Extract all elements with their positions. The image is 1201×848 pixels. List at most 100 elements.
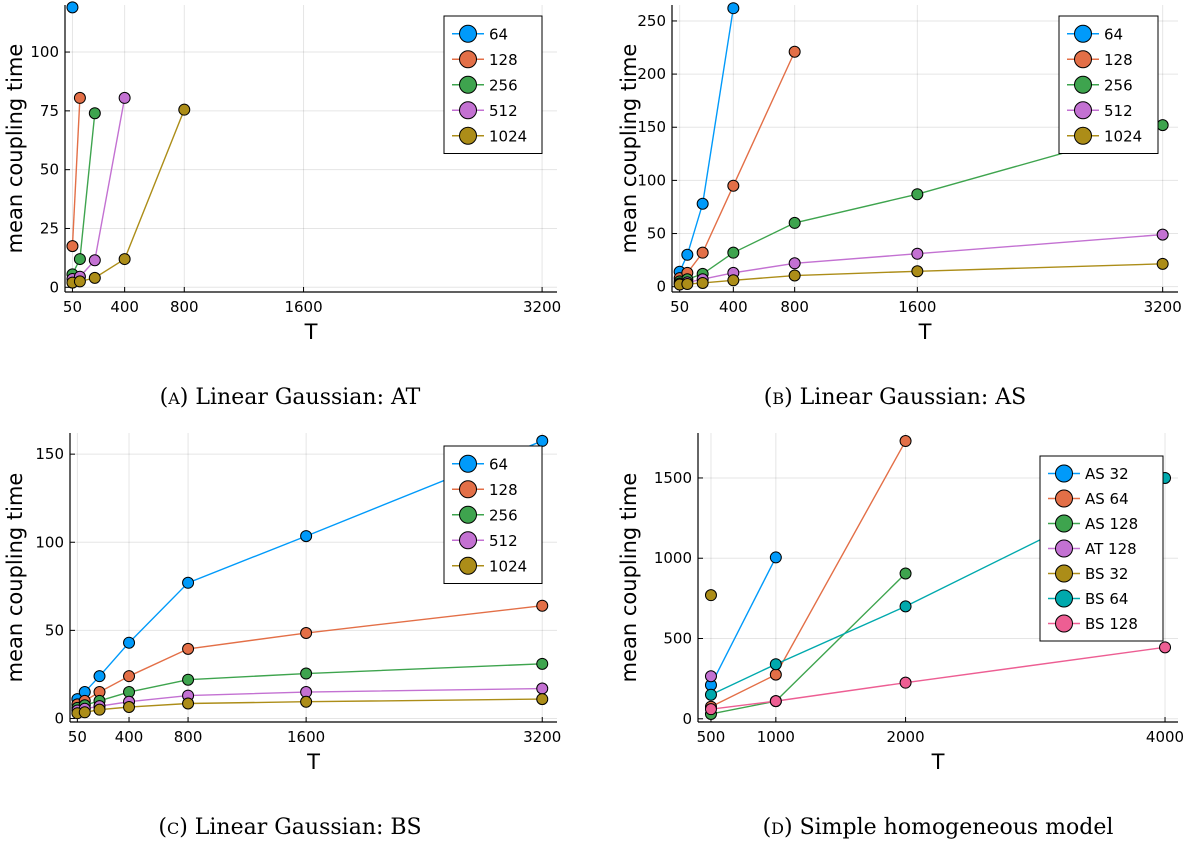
x-tick-label: 3200 — [523, 298, 561, 316]
data-point — [123, 670, 136, 683]
legend-marker — [1055, 589, 1073, 608]
data-point — [88, 271, 101, 284]
y-tick-label: 0 — [54, 709, 64, 727]
legend-marker — [1055, 614, 1073, 633]
legend-marker — [459, 24, 477, 43]
series-512 — [673, 228, 1169, 290]
y-tick-label: 25 — [40, 219, 59, 237]
x-tick-label: 1600 — [284, 298, 322, 316]
series-1024 — [66, 103, 191, 289]
legend-label: 512 — [489, 532, 518, 550]
data-point — [704, 688, 717, 701]
x-tick-label: 50 — [63, 298, 82, 316]
legend-marker — [459, 480, 477, 499]
legend-label: 1024 — [489, 557, 527, 575]
legend-label: BS 32 — [1085, 565, 1128, 583]
data-point — [769, 551, 782, 564]
series-1024 — [71, 693, 549, 720]
y-tick-label: 0 — [49, 278, 59, 296]
legend-label: BS 64 — [1085, 590, 1128, 608]
series-line — [679, 233, 1163, 285]
x-tick-label: 50 — [68, 728, 87, 746]
legend-marker — [459, 101, 477, 120]
data-point — [727, 179, 740, 192]
y-tick-label: 50 — [647, 225, 666, 243]
series-64 — [66, 1, 79, 14]
y-tick-label: 100 — [30, 43, 59, 61]
legend: 64 128 256 512 1024 — [443, 445, 543, 584]
data-point — [911, 265, 924, 278]
x-tick-label: 3200 — [523, 728, 561, 746]
legend-label: AS 64 — [1085, 490, 1129, 508]
data-point — [300, 667, 313, 680]
series-1024 — [673, 257, 1169, 291]
caption-paren-open: ( — [160, 385, 169, 410]
data-point — [899, 676, 912, 689]
data-point — [182, 576, 195, 589]
x-tick-label: 400 — [110, 298, 139, 316]
data-point — [66, 1, 79, 14]
caption: (C) Linear Gaussian: BS — [158, 815, 421, 840]
series-line — [710, 440, 907, 708]
data-point — [899, 600, 912, 613]
data-point — [788, 269, 801, 282]
legend-marker — [1055, 464, 1073, 483]
data-point — [73, 91, 86, 104]
data-point — [681, 278, 694, 291]
data-point — [769, 695, 782, 708]
data-point — [899, 435, 912, 448]
data-point — [178, 103, 191, 116]
x-tick-label: 400 — [719, 298, 748, 316]
data-point — [300, 530, 313, 543]
x-tick-label: 50 — [670, 298, 689, 316]
legend-label: AS 128 — [1085, 515, 1138, 533]
legend-marker — [1074, 75, 1092, 94]
legend-label: 256 — [489, 76, 518, 94]
data-point — [911, 188, 924, 201]
legend-label: 128 — [489, 481, 518, 499]
y-axis-label: mean coupling time — [617, 473, 641, 683]
data-point — [704, 703, 717, 716]
data-point — [727, 274, 740, 287]
y-tick-label: 1500 — [654, 469, 692, 487]
x-tick-label: 800 — [174, 728, 203, 746]
x-tick-label: 800 — [780, 298, 809, 316]
data-point — [123, 701, 136, 714]
y-tick-label: 250 — [637, 12, 666, 30]
data-point — [536, 682, 549, 695]
legend-marker — [459, 505, 477, 524]
data-point — [696, 246, 709, 259]
caption-text: Linear Gaussian: BS — [195, 815, 422, 840]
data-point — [681, 248, 694, 261]
data-point — [182, 642, 195, 655]
data-point — [911, 247, 924, 260]
legend: AS 32 AS 64 AS 128 AT 128 BS 32 BS 64 BS 128 — [1039, 455, 1164, 642]
caption-letter: B — [772, 389, 784, 408]
legend-marker — [459, 126, 477, 145]
data-point — [536, 599, 549, 612]
legend-label: 256 — [489, 506, 518, 524]
data-point — [704, 670, 717, 683]
data-point — [66, 240, 79, 253]
x-tick-label: 1000 — [757, 728, 795, 746]
series-bs-32 — [704, 589, 717, 602]
data-point — [93, 703, 106, 716]
data-point — [118, 253, 131, 266]
caption: (D) Simple homogeneous model — [763, 815, 1114, 840]
series-128 — [66, 91, 86, 253]
data-point — [704, 589, 717, 602]
x-axis-label: T — [918, 320, 932, 344]
legend-marker — [1055, 539, 1073, 558]
series-line — [710, 646, 1166, 710]
series-64 — [673, 2, 740, 278]
x-tick-label: 800 — [170, 298, 199, 316]
x-tick-label: 3200 — [1144, 298, 1182, 316]
series-as-64 — [704, 435, 912, 713]
data-point — [78, 706, 91, 719]
x-axis-label: T — [306, 750, 320, 774]
data-point — [182, 697, 195, 710]
y-tick-label: 500 — [663, 630, 692, 648]
